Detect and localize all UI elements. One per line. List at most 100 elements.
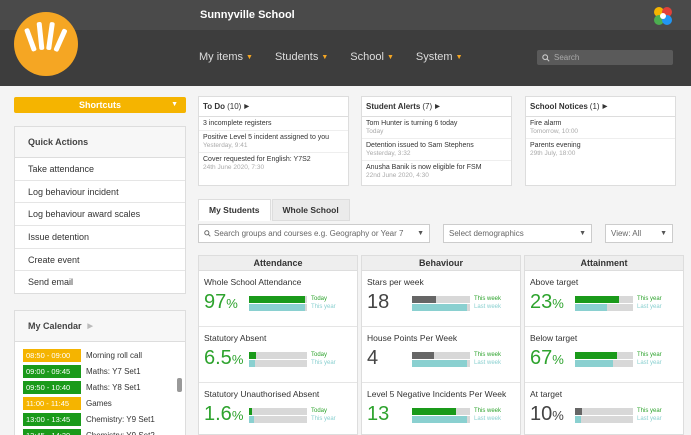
calendar-event[interactable]: 09:00 - 09:45 Maths: Y7 Set1 — [23, 364, 177, 379]
metric-label: Whole School Attendance — [204, 277, 302, 287]
alerts-item-date: Today — [366, 128, 384, 135]
calendar-event-label: Maths: Y8 Set1 — [86, 383, 141, 392]
metric-label: Statutory Unauthorised Absent — [204, 389, 320, 399]
metric-bar-previous-label: Last year — [637, 304, 662, 310]
chevron-down-icon: ▼ — [417, 230, 424, 237]
nav-item-my-items[interactable]: My items ▼ — [199, 51, 253, 63]
calendar-event[interactable]: 09:50 - 10:40 Maths: Y8 Set1 — [23, 380, 177, 395]
alerts-item[interactable]: Detention issued to Sam Stephens Yesterda… — [362, 139, 511, 161]
quick-actions-title: Quick Actions — [15, 127, 185, 158]
chevron-right-icon: ▶ — [602, 104, 608, 110]
metric-number: 10 — [530, 403, 553, 425]
attendance-metric[interactable]: Statutory Absent 6.5% Today This year — [199, 327, 357, 383]
calendar-event-time: 09:00 - 09:45 — [23, 365, 81, 378]
attainment-metric[interactable]: Above target 23% This year Last year — [525, 271, 683, 327]
calendar-event[interactable]: 13:45 - 14:30 Chemistry: Y9 Set2 — [23, 428, 177, 435]
view-select[interactable]: View: All ▼ — [605, 224, 673, 243]
metric-bar-current — [412, 296, 470, 303]
calendar-event[interactable]: 08:50 - 09:00 Morning roll call — [23, 348, 177, 363]
calendar-scrollbar[interactable] — [177, 378, 182, 392]
attainment-metric[interactable]: At target 10% This year Last year — [525, 383, 683, 435]
metric-bar-previous — [412, 360, 470, 367]
notices-card-title[interactable]: School Notices (1) ▶ — [526, 97, 675, 117]
calendar-event-label: Morning roll call — [86, 351, 143, 360]
demographics-select[interactable]: Select demographics ▼ — [443, 224, 592, 243]
calendar-event-time: 11:00 - 11:45 — [23, 397, 81, 410]
metric-bar-previous-label: Last year — [637, 360, 662, 366]
metric-bar-current — [412, 408, 470, 415]
view-label: View: All — [611, 229, 642, 238]
todo-title: To Do — [203, 102, 226, 111]
calendar-event[interactable]: 11:00 - 11:45 Games — [23, 396, 177, 411]
quick-action-item[interactable]: Take attendance — [15, 158, 185, 181]
calendar-event-label: Maths: Y7 Set1 — [86, 367, 141, 376]
tab-my-students[interactable]: My Students — [198, 199, 271, 221]
alerts-item[interactable]: Tom Hunter is turning 6 today Today — [362, 117, 511, 139]
metric-bar-previous-fill — [575, 304, 607, 311]
metric-bar-current-fill — [412, 352, 435, 359]
notices-item-text: Parents evening — [530, 142, 581, 149]
attainment-metric[interactable]: Below target 67% This year Last year — [525, 327, 683, 383]
chevron-right-icon: ▶ — [244, 104, 249, 110]
quick-action-item[interactable]: Log behaviour incident — [15, 181, 185, 204]
chevron-down-icon: ▼ — [455, 53, 463, 61]
todo-item[interactable]: 3 incomplete registers — [199, 117, 348, 131]
top-bar: Sunnyville School My items ▼ Students ▼ Scho… — [0, 0, 691, 86]
quick-action-item[interactable]: Issue detention — [15, 226, 185, 249]
behaviour-metric[interactable]: House Points Per Week 4 This week Last week — [362, 327, 520, 383]
nav-item-school[interactable]: School ▼ — [350, 51, 394, 63]
alerts-item[interactable]: Anusha Banik is now eligible for FSM 22nd… — [362, 161, 511, 182]
nav-item-label: My items — [199, 51, 243, 63]
metric-bar-previous-fill — [412, 360, 468, 367]
quick-action-item[interactable]: Log behaviour award scales — [15, 203, 185, 227]
alerts-card-title[interactable]: Student Alerts (7) ▶ — [362, 97, 511, 117]
school-logo[interactable] — [14, 12, 78, 76]
metric-bar-current-fill — [575, 352, 617, 359]
metric-bar-previous — [249, 360, 307, 367]
tab-whole-school[interactable]: Whole School — [271, 199, 350, 221]
notices-item[interactable]: Fire alarm Tomorrow, 10:00 — [526, 117, 675, 139]
global-search[interactable] — [537, 50, 673, 65]
calendar-title[interactable]: My Calendar ▶ — [15, 311, 185, 342]
metric-bar-current-fill — [249, 352, 256, 359]
nav-item-students[interactable]: Students ▼ — [275, 51, 328, 63]
metric-value: 13 — [367, 403, 389, 426]
search-input[interactable] — [554, 53, 664, 62]
quick-action-item[interactable]: Create event — [15, 249, 185, 272]
todo-item[interactable]: Cover requested for English: Y7S2 24th Ju… — [199, 153, 348, 174]
quick-action-item[interactable]: Send email — [28, 277, 74, 288]
calendar-event-label: Games — [86, 399, 112, 408]
behaviour-metric[interactable]: Level 5 Negative Incidents Per Week 13 Thi… — [362, 383, 520, 435]
metric-number: 6.5 — [204, 347, 232, 369]
todo-item[interactable]: Positive Level 5 incident assigned to yo… — [199, 131, 348, 153]
calendar-event[interactable]: 13:00 - 13:45 Chemistry: Y9 Set1 — [23, 412, 177, 427]
metric-bar-previous-fill — [249, 304, 305, 311]
metric-label: Level 5 Negative Incidents Per Week — [367, 389, 507, 399]
attendance-metric[interactable]: Whole School Attendance 97% Today This year — [199, 271, 357, 327]
metric-number: 13 — [367, 403, 390, 425]
metric-bar-previous — [249, 416, 307, 423]
metric-bar-current-label: Today — [311, 352, 328, 358]
brand-flower-icon[interactable] — [652, 5, 674, 27]
metric-label: House Points Per Week — [367, 333, 458, 343]
group-search-filter[interactable]: Search groups and courses e.g. Geography… — [198, 224, 430, 243]
metric-bar-previous — [412, 304, 470, 311]
metric-bar-previous-label: This year — [311, 360, 336, 366]
nav-item-system[interactable]: System ▼ — [416, 51, 463, 63]
metric-number: 97 — [204, 291, 227, 313]
metric-bar-current-label: Today — [311, 408, 328, 414]
notices-item[interactable]: Parents evening 29th July, 18:00 — [526, 139, 675, 160]
metric-bar-current — [575, 352, 633, 359]
metric-bar-current-label: This year — [637, 352, 662, 358]
metric-value: 67% — [530, 347, 564, 370]
metric-value: 97% — [204, 291, 238, 314]
behaviour-metric[interactable]: Stars per week 18 This week Last week — [362, 271, 520, 327]
calendar-panel: My Calendar ▶ 08:50 - 09:00 Morning roll … — [14, 310, 186, 435]
shortcuts-button[interactable]: Shortcuts ▼ — [14, 97, 186, 113]
nav-item-label: Students — [274, 51, 319, 63]
attendance-metric[interactable]: Statutory Unauthorised Absent 1.6% Today Th… — [199, 383, 357, 435]
metric-value: 4 — [367, 347, 378, 370]
metric-bar-previous — [412, 416, 470, 423]
todo-card-title[interactable]: To Do (10) ▶ — [199, 97, 348, 117]
metric-value: 10% — [530, 403, 564, 426]
